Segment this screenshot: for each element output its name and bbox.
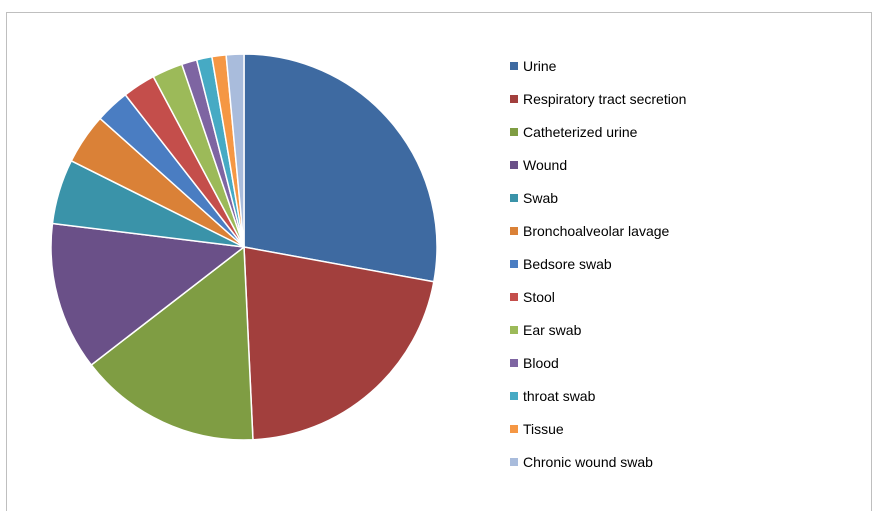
pie-slice-respiratory-tract-secretion <box>243 246 435 441</box>
legend-swatch <box>510 94 518 103</box>
legend-swatch <box>510 424 518 433</box>
legend-label: Ear swab <box>523 321 582 338</box>
legend-item: Respiratory tract secretion <box>510 82 686 115</box>
legend-label: Wound <box>523 156 568 173</box>
legend-item: Bedsore swab <box>510 247 686 280</box>
legend-label: Chronic wound swab <box>523 453 653 470</box>
legend-swatch <box>510 391 518 400</box>
legend-item: Wound <box>510 148 686 181</box>
legend-swatch <box>510 226 518 235</box>
legend-label: Stool <box>523 288 555 305</box>
legend-item: throat swab <box>510 379 686 412</box>
legend-label: Respiratory tract secretion <box>523 90 687 107</box>
legend-label: Bedsore swab <box>523 255 612 272</box>
legend-swatch <box>510 457 518 466</box>
legend-label: Bronchoalveolar lavage <box>523 222 670 239</box>
pie-slice-catheterized-urine <box>90 246 254 441</box>
legend-item: Blood <box>510 346 686 379</box>
legend-item: Tissue <box>510 412 686 445</box>
legend-swatch <box>510 292 518 301</box>
legend-label: Catheterized urine <box>523 123 638 140</box>
legend-swatch <box>510 127 518 136</box>
legend-swatch <box>510 193 518 202</box>
chart-legend: Urine Respiratory tract secretion Catheter… <box>510 49 686 478</box>
legend-item: Stool <box>510 280 686 313</box>
pie-slice-chronic-wound-swab <box>225 53 245 248</box>
legend-item: Swab <box>510 181 686 214</box>
legend-label: Tissue <box>523 420 564 437</box>
legend-swatch <box>510 358 518 367</box>
legend-label: throat swab <box>523 387 596 404</box>
legend-item: Ear swab <box>510 313 686 346</box>
legend-swatch <box>510 61 518 70</box>
legend-item: Catheterized urine <box>510 115 686 148</box>
pie-chart <box>50 53 438 441</box>
legend-item: Bronchoalveolar lavage <box>510 214 686 247</box>
legend-item: Chronic wound swab <box>510 445 686 478</box>
legend-label: Swab <box>523 189 559 206</box>
legend-label: Blood <box>523 354 559 371</box>
legend-item: Urine <box>510 49 686 82</box>
chart-frame: Urine Respiratory tract secretion Catheter… <box>6 12 872 511</box>
legend-label: Urine <box>523 57 557 74</box>
pie-slice-urine <box>243 53 438 283</box>
pie-slice-wound <box>50 222 245 366</box>
legend-swatch <box>510 325 518 334</box>
legend-swatch <box>510 160 518 169</box>
legend-swatch <box>510 259 518 268</box>
